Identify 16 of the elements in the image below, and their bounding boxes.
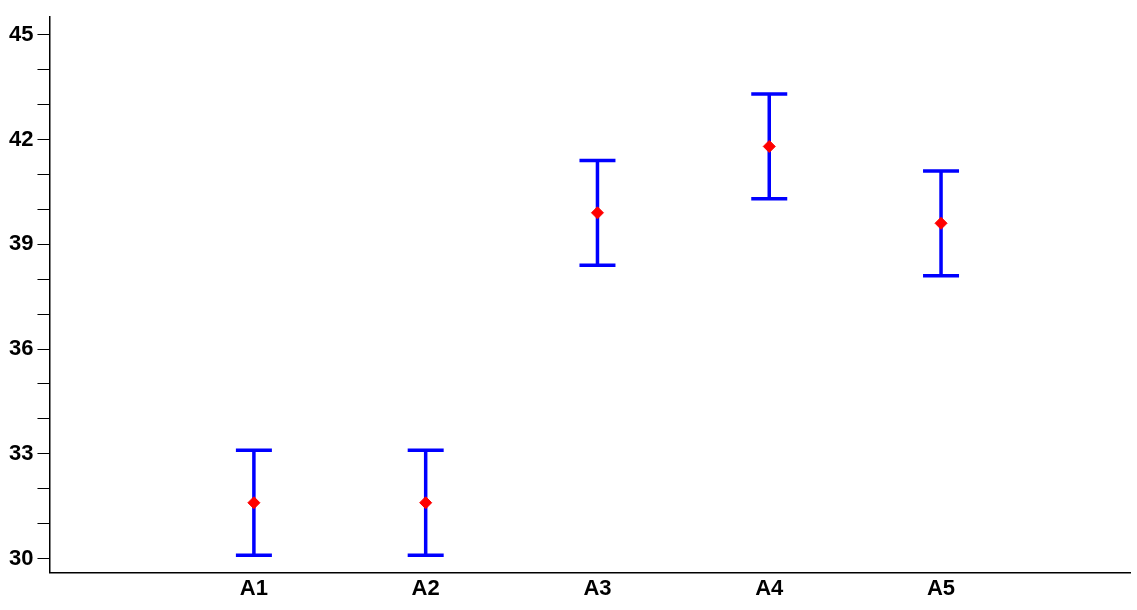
x-tick-label: A4	[755, 574, 785, 600]
y-tick-label: 33	[8, 439, 34, 465]
point	[934, 216, 948, 230]
y-tick-label: 45	[8, 20, 34, 46]
y-tick-label: 36	[8, 335, 34, 361]
x-tick-label: A5	[926, 574, 956, 600]
y-tick-label: 30	[8, 544, 34, 570]
y-tick-label: 39	[8, 230, 34, 256]
x-tick-label: A2	[411, 574, 440, 600]
x-tick-label: A1	[239, 574, 268, 600]
point	[762, 139, 776, 153]
x-tick-label: A3	[583, 574, 612, 600]
y-tick-label: 42	[8, 125, 34, 151]
point	[419, 496, 433, 510]
point	[247, 496, 261, 510]
point	[590, 206, 604, 220]
